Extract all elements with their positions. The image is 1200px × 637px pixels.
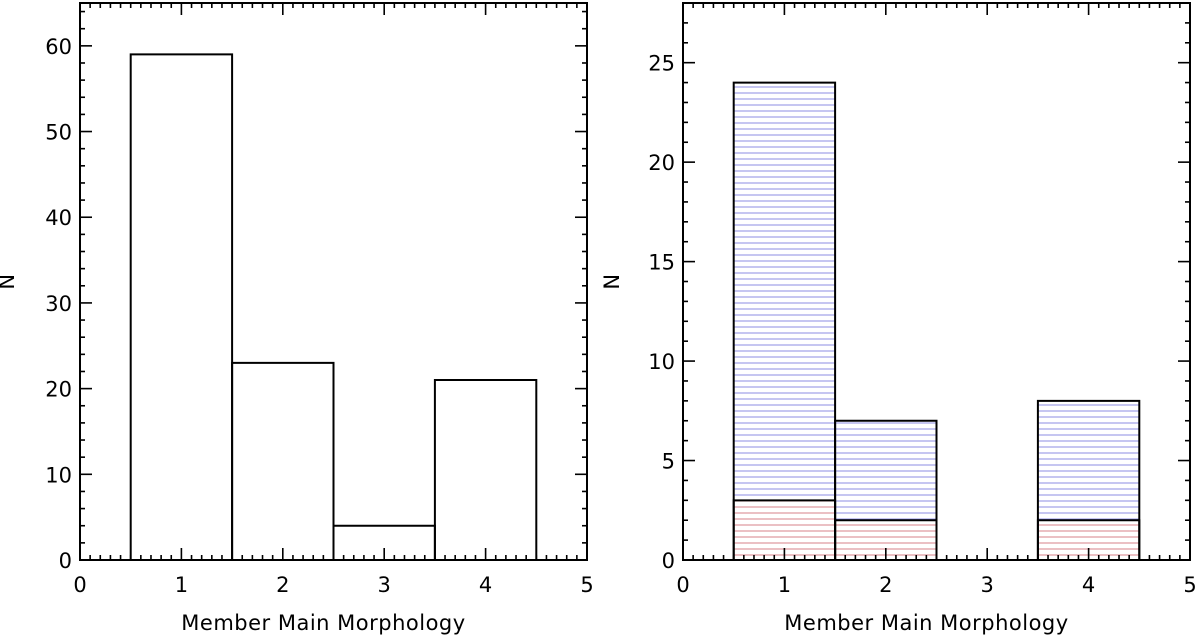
x-tick-label: 4 <box>479 573 492 597</box>
y-tick-label: 40 <box>45 206 72 230</box>
histogram-bar-series-1-bin-2 <box>231 361 335 560</box>
y-tick-label: 30 <box>45 292 72 316</box>
histogram-bar-series-1-bin-4 <box>1036 399 1141 560</box>
histogram-bar-fill-series-1-bin-1 <box>733 82 836 561</box>
y-tick-label: 20 <box>45 378 72 402</box>
y-tick-label: 15 <box>648 251 675 275</box>
x-tick-label: 3 <box>378 573 391 597</box>
x-tick-label: 2 <box>276 573 289 597</box>
y-tick-label: 25 <box>648 52 675 76</box>
x-tick-label: 3 <box>981 573 994 597</box>
y-tick-label: 10 <box>45 463 72 487</box>
x-tick-label: 2 <box>879 573 892 597</box>
right-histogram-panel: 0 1 2 3 4 5 0 5 10 15 20 25 Member Main Morphology N <box>600 2 1197 635</box>
histogram-bar-series-2-bin-4 <box>1036 519 1141 560</box>
histogram-bar-series-1-bin-2 <box>834 419 938 560</box>
y-tick-label: 10 <box>648 350 675 374</box>
x-tick-label: 5 <box>580 573 593 597</box>
y-axis-title: N <box>0 273 19 289</box>
y-axis-title: N <box>600 273 624 289</box>
histogram-bar-series-1-bin-4 <box>433 379 538 560</box>
y-tick-label: 5 <box>662 450 675 474</box>
x-axis-title: Member Main Morphology <box>784 611 1068 635</box>
y-tick-label: 60 <box>45 35 72 59</box>
y-tick-label: 0 <box>59 549 72 573</box>
x-tick-label: 0 <box>73 573 86 597</box>
x-tick-label: 1 <box>175 573 188 597</box>
x-tick-label: 0 <box>676 573 689 597</box>
x-tick-label: 4 <box>1082 573 1095 597</box>
y-tick-label: 20 <box>648 151 675 175</box>
y-tick-label: 50 <box>45 121 72 145</box>
x-tick-label: 1 <box>778 573 791 597</box>
histogram-bar-series-1-bin-1 <box>732 81 837 560</box>
y-tick-label: 0 <box>662 549 675 573</box>
x-tick-label: 5 <box>1183 573 1196 597</box>
histogram-bar-series-2-bin-2 <box>834 519 938 560</box>
x-axis-title: Member Main Morphology <box>181 611 465 635</box>
histogram-bar-series-1-bin-1 <box>129 53 234 560</box>
